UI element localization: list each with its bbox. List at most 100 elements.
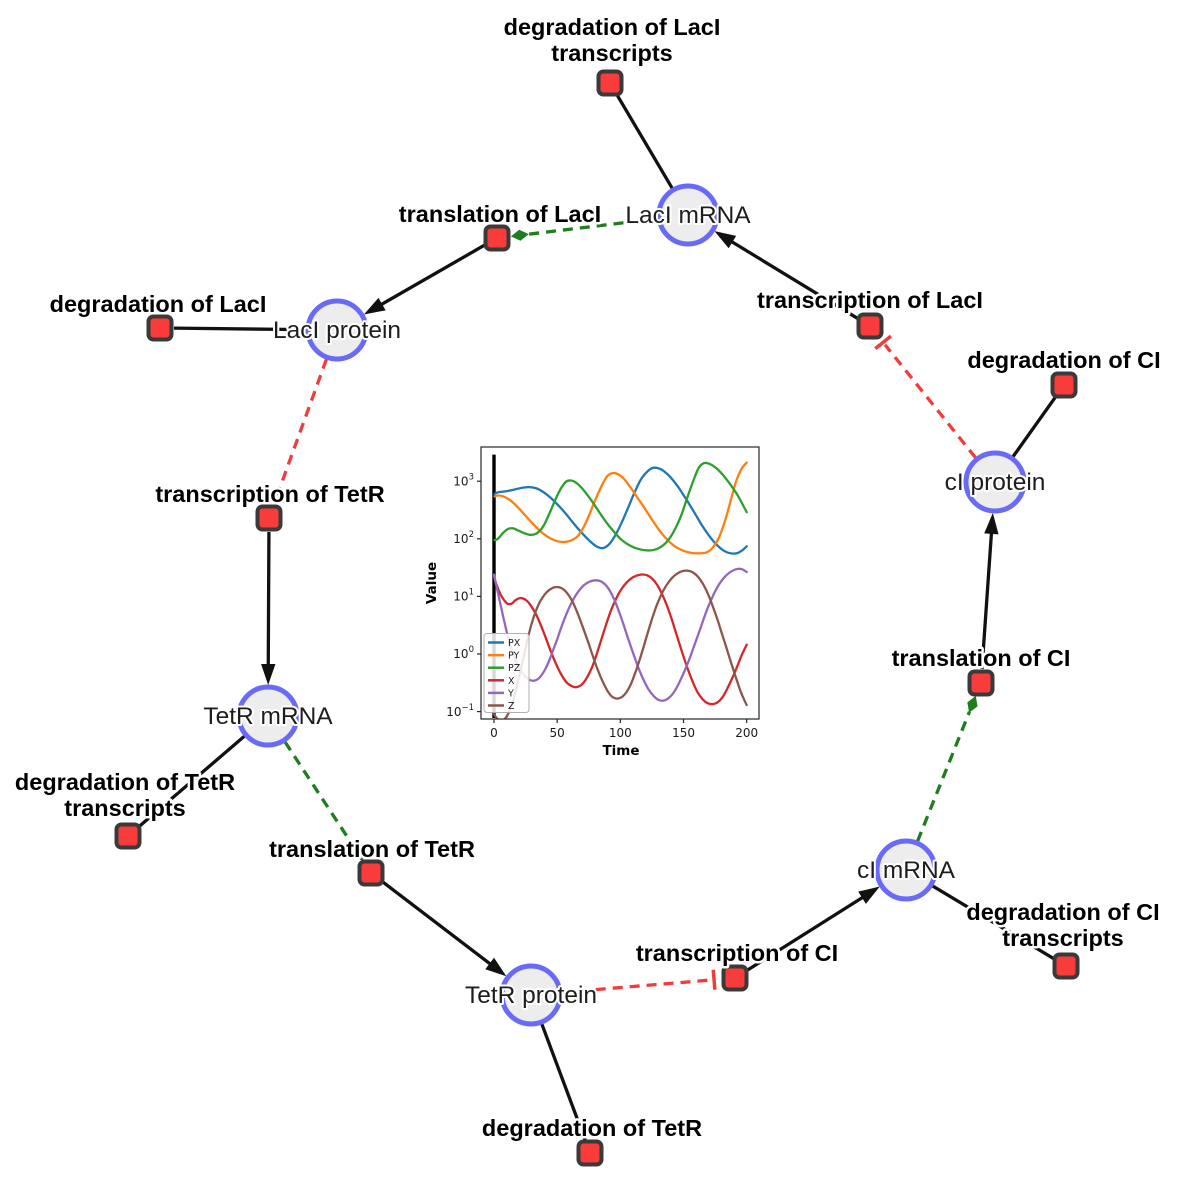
edge-line (137, 734, 246, 829)
arrowhead-icon (261, 663, 276, 686)
laci-protein-circle (305, 298, 369, 362)
transcription-tetr-square (255, 504, 283, 532)
reaction-node-translation-ci[interactable] (967, 669, 995, 697)
reaction-node-transcription-tetr[interactable] (255, 504, 283, 532)
edge-line (527, 217, 658, 236)
reaction-node-translation-tetr[interactable] (357, 859, 385, 887)
edge-line (615, 94, 674, 190)
legend-label-pz: PZ (508, 663, 521, 674)
edge-tetr-protein-transcription-ci (561, 969, 717, 995)
translation-ci-square (967, 669, 995, 697)
tetr-mrna-circle (236, 684, 300, 748)
edge-line (980, 528, 994, 670)
x-tick-label: 0 (490, 726, 498, 740)
legend-label-x: X (508, 676, 515, 687)
edge-translation-tetr-tetr-protein (381, 880, 507, 977)
edge-laci-mrna-deg-laci-transcripts (615, 94, 674, 190)
edge-tetr-protein-deg-tetr (540, 1023, 587, 1141)
diamond-arrowhead-icon (353, 846, 364, 862)
diamond-arrowhead-icon (510, 229, 529, 241)
x-tick-label: 100 (609, 726, 632, 740)
chart-series-layer (492, 461, 748, 719)
species-node-ci-mrna[interactable] (874, 838, 938, 902)
deg-ci-transcripts-square (1052, 952, 1080, 980)
x-tick-label: 150 (672, 726, 695, 740)
timecourse-chart: 0 50 100 150 20010−1100101102103TimeValuePXP… (420, 425, 790, 770)
edge-line (283, 741, 356, 848)
edge-translation-laci-laci-protein (363, 243, 486, 315)
reaction-label-transcription-tetr: transcription of TetR (155, 481, 384, 507)
edge-laci-protein-transcription-tetr (266, 358, 329, 504)
reaction-node-translation-laci[interactable] (483, 224, 511, 252)
reaction-node-deg-ci-transcripts[interactable] (1052, 952, 1080, 980)
edge-line (931, 884, 1055, 961)
species-label-laci-mrna: LacI mRNA (625, 202, 751, 229)
edge-line (266, 531, 271, 670)
ci-protein-circle (963, 450, 1027, 514)
series-line-px (493, 466, 748, 555)
edges-layer (137, 94, 1058, 1141)
reaction-label-deg-tetr: degradation of TetR (482, 1115, 702, 1141)
nodes-layer (114, 69, 1080, 1167)
reaction-node-transcription-laci[interactable] (856, 312, 884, 340)
deg-tetr-square (576, 1139, 604, 1167)
transcription-ci-square (721, 964, 749, 992)
arrowhead-icon (363, 297, 386, 315)
reaction-label-deg-laci-transcripts: degradation of LacI transcripts (504, 14, 721, 66)
deg-tetr-transcripts-square (114, 822, 142, 850)
y-tick-label: 102 (453, 530, 474, 546)
reaction-label-deg-laci: degradation of LacI (50, 291, 267, 317)
reaction-label-deg-ci-transcripts: degradation of CI transcripts (966, 899, 1159, 951)
legend-box (483, 633, 530, 713)
species-node-ci-protein[interactable] (963, 450, 1027, 514)
edge-line (1011, 395, 1058, 458)
y-tick-label: 100 (453, 645, 474, 661)
legend-label-px: PX (508, 638, 521, 649)
edge-line (275, 358, 329, 496)
legend-label-y: Y (507, 688, 514, 699)
species-node-laci-mrna[interactable] (656, 183, 720, 247)
species-node-tetr-protein[interactable] (499, 963, 563, 1027)
legend-label-py: PY (508, 651, 520, 662)
reaction-node-transcription-ci[interactable] (721, 964, 749, 992)
transcription-laci-square (856, 312, 884, 340)
arrowhead-icon (714, 231, 737, 249)
edge-ci-mrna-translation-ci (916, 695, 978, 842)
x-axis-label: Time (602, 743, 639, 759)
edge-tetr-mrna-deg-tetr-transcripts (137, 734, 246, 829)
tee-inhibition-icon (266, 493, 287, 504)
tee-inhibition-icon (711, 969, 717, 990)
species-label-tetr-mrna: TetR mRNA (203, 703, 333, 730)
edge-ci-protein-transcription-laci (874, 334, 977, 459)
reaction-label-deg-tetr-transcripts: degradation of TetR transcripts (15, 769, 235, 821)
series-line-y (492, 567, 748, 702)
y-tick-label: 10−1 (446, 703, 474, 719)
species-node-tetr-mrna[interactable] (236, 684, 300, 748)
edge-ci-mrna-deg-ci-transcripts (931, 884, 1055, 961)
edge-transcription-ci-ci-mrna (745, 886, 880, 972)
edge-tetr-mrna-translation-tetr (283, 741, 364, 862)
series-line-x (492, 573, 748, 706)
reaction-label-deg-ci: degradation of CI (967, 347, 1160, 373)
reaction-node-deg-tetr[interactable] (576, 1139, 604, 1167)
tee-inhibition-icon (874, 334, 893, 351)
species-node-laci-protein[interactable] (305, 298, 369, 362)
edge-ci-protein-deg-ci (1011, 395, 1058, 458)
reaction-node-deg-laci[interactable] (146, 314, 174, 342)
y-axis-label: Value (424, 562, 440, 604)
reaction-node-deg-laci-transcripts[interactable] (596, 69, 624, 97)
ci-mrna-circle (874, 838, 938, 902)
species-label-laci-protein: LacI protein (273, 317, 401, 344)
edge-translation-ci-ci-protein (980, 512, 999, 670)
deg-laci-square (146, 314, 174, 342)
arrowhead-icon (485, 957, 507, 977)
series-line-py (493, 461, 748, 555)
reaction-node-deg-tetr-transcripts[interactable] (114, 822, 142, 850)
reaction-node-deg-ci[interactable] (1050, 371, 1078, 399)
arrowhead-icon (984, 512, 999, 535)
edge-line (376, 243, 486, 309)
edge-line (173, 326, 307, 332)
species-label-tetr-protein: TetR protein (465, 982, 597, 1009)
